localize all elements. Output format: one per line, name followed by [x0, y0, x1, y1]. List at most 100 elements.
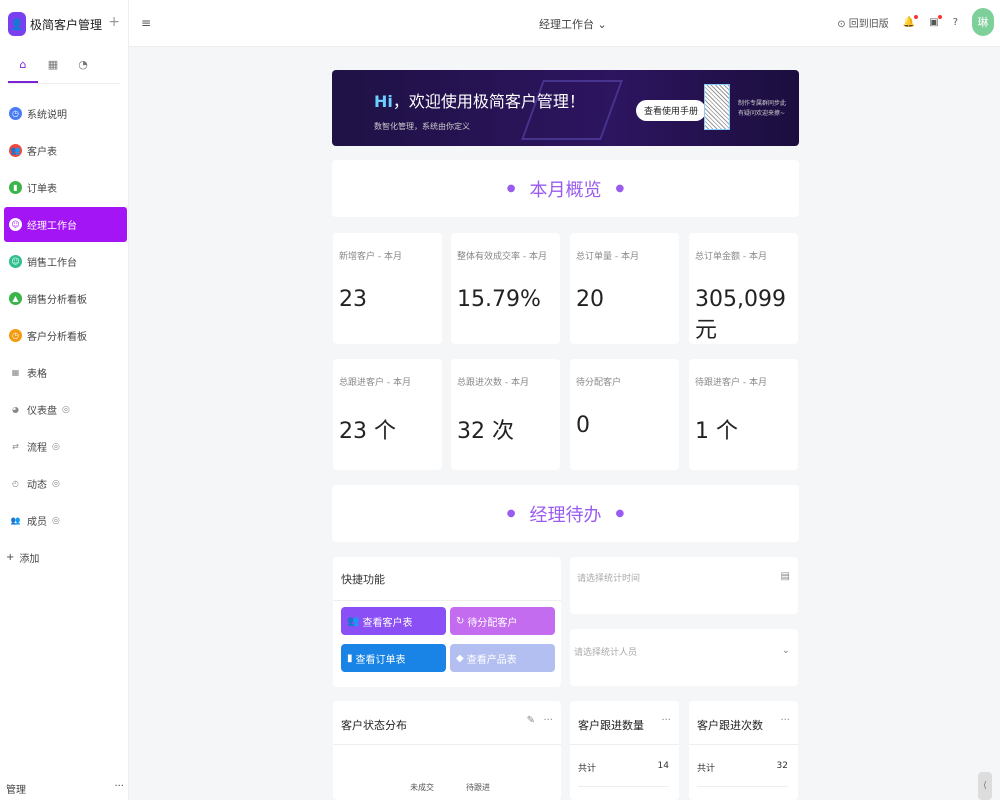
stat-label: 总跟进客户 - 本月 [339, 378, 411, 388]
sidebar: 👤 极简客户管理 + ⌂ ▦ ◔ ◷ 系统说明 👥 客户表 ▮ 订单表 ☺ 经理工作台 ☺ 销售工作… [0, 0, 129, 800]
stat-value: 23 [339, 287, 367, 312]
collapse-panel-button[interactable]: ⟨ [978, 772, 992, 800]
manage-label: 管理 [6, 785, 26, 796]
quick-action-icon: ▮ [347, 652, 353, 664]
app-logo: 👤 [8, 12, 26, 36]
inbox-icon[interactable]: ▣ [929, 14, 943, 28]
more-icon[interactable]: ··· [661, 715, 671, 726]
quick-action-button[interactable]: ↻ 待分配客户 [450, 607, 555, 635]
section-todo: ● 经理待办 ● [332, 485, 799, 542]
stat-value: 23 个 [339, 419, 396, 444]
bell-icon[interactable]: 🔔 [902, 14, 919, 28]
stat-card: 总订单量 - 本月 20 [570, 233, 679, 344]
stat-card: 新增客户 - 本月 23 [333, 233, 442, 344]
more-icon[interactable]: ··· [780, 715, 790, 726]
sidebar-item-label: 经理工作台 [27, 221, 77, 232]
sidebar-item-label: 销售分析看板 [27, 295, 87, 306]
smile-icon: ☺ [9, 255, 22, 268]
members-icon: 👥 [10, 516, 21, 525]
sidebar-item[interactable]: ☺ 经理工作台 [4, 207, 127, 242]
quick-action-icon: ◆ [456, 652, 464, 664]
quick-action-label: 待分配客户 [467, 617, 518, 629]
home-icon[interactable]: ⌂ [8, 58, 38, 83]
widget-title: 客户跟进次数 [697, 719, 763, 732]
banner-title: Hi，欢迎使用极简客户管理！ [374, 88, 585, 112]
edit-icon[interactable]: ✎ [526, 715, 535, 726]
old-version-label: 回到旧版 [848, 18, 889, 30]
quick-action-label: 查看订单表 [355, 654, 406, 666]
stat-card: 总订单金额 - 本月 305,099 元 [689, 233, 798, 344]
stat-card: 总跟进次数 - 本月 32 次 [451, 359, 560, 470]
page-title: 经理工作台 [539, 18, 594, 31]
calendar-icon[interactable]: ▤ [780, 571, 790, 582]
sidebar-item[interactable]: ⇄ 流程 ◎ [4, 429, 127, 464]
person-placeholder: 请选择统计人员 [574, 648, 638, 658]
stat-label: 新增客户 - 本月 [339, 252, 402, 262]
total-label: 共计 [697, 764, 716, 774]
widget-title: 客户状态分布 [341, 719, 407, 732]
stat-label: 待跟进客户 - 本月 [695, 378, 767, 388]
sidebar-item-label: 客户表 [27, 147, 57, 158]
stat-value: 1 个 [695, 419, 738, 444]
sidebar-item[interactable]: ◷ 系统说明 [4, 96, 127, 131]
quick-action-button[interactable]: ▮ 查看订单表 [341, 644, 446, 672]
sidebar-item-label: 客户分析看板 [27, 332, 87, 343]
hidden-icon: ◎ [52, 515, 60, 526]
follow-times-widget: 客户跟进次数 ··· 共计 32 [689, 701, 798, 800]
quick-action-button[interactable]: ◆ 查看产品表 [450, 644, 555, 672]
sidebar-item-label: 表格 [27, 369, 47, 380]
clock-icon: ◷ [9, 329, 22, 342]
stat-label: 整体有效成交率 - 本月 [457, 252, 547, 262]
sidebar-tabs: ⌂ ▦ ◔ [8, 58, 120, 84]
stat-label: 待分配客户 [576, 378, 622, 388]
stat-card: 总跟进客户 - 本月 23 个 [333, 359, 442, 470]
total-row: 共计 14 [578, 761, 669, 787]
app-brand[interactable]: 👤 极简客户管理 [8, 12, 102, 36]
sidebar-nav: ◷ 系统说明 👥 客户表 ▮ 订单表 ☺ 经理工作台 ☺ 销售工作台 ▲ 销售分析看板 ◷ 客户分析看板 ▦… [4, 96, 127, 577]
follow-count-widget: 客户跟进数量 ··· 共计 14 [570, 701, 679, 800]
menu-icon[interactable]: ≡ [141, 16, 152, 30]
qr-text-2: 有疑问欢迎来撩~ [738, 110, 786, 117]
quick-action-button[interactable]: 👥 查看客户表 [341, 607, 446, 635]
chart-label: 待跟进 [466, 783, 490, 792]
quick-action-label: 查看产品表 [466, 654, 517, 666]
more-icon[interactable]: ··· [543, 715, 553, 726]
sidebar-item[interactable]: ▮ 订单表 [4, 170, 127, 205]
old-version-link[interactable]: ⊙ 回到旧版 [837, 18, 889, 30]
sidebar-item-label: 流程 [27, 443, 47, 454]
add-item-button[interactable]: + 添加 [4, 540, 127, 575]
stat-value: 32 次 [457, 419, 514, 444]
sidebar-item[interactable]: 👥 成员 ◎ [4, 503, 127, 538]
stat-value: 0 [576, 413, 590, 438]
help-icon[interactable]: ? [952, 16, 958, 28]
stat-card: 待分配客户 0 [570, 359, 679, 470]
add-icon[interactable]: + [108, 14, 120, 30]
total-label: 共计 [578, 764, 597, 774]
sidebar-item[interactable]: ◕ 仪表盘 ◎ [4, 392, 127, 427]
sidebar-item[interactable]: ◴ 动态 ◎ [4, 466, 127, 501]
widget-title: 客户跟进数量 [578, 719, 644, 732]
sidebar-item[interactable]: ▦ 表格 [4, 355, 127, 390]
quick-actions-card: 快捷功能 👥 查看客户表 ↻ 待分配客户 ▮ 查看订单表 ◆ 查看产品表 [333, 557, 561, 687]
plus-icon: + [6, 552, 15, 563]
person-select[interactable]: 请选择统计人员 ⌄ [570, 629, 798, 686]
sidebar-item[interactable]: ▲ 销售分析看板 [4, 281, 127, 316]
more-icon[interactable]: ··· [114, 781, 124, 792]
app-name: 极简客户管理 [30, 17, 103, 32]
dashboard-icon[interactable]: ◔ [78, 58, 88, 71]
sidebar-item[interactable]: 👥 客户表 [4, 133, 127, 168]
manage-button[interactable]: 管理 ··· [6, 781, 124, 796]
qr-code [704, 84, 730, 130]
stat-card: 整体有效成交率 - 本月 15.79% [451, 233, 560, 344]
sidebar-item[interactable]: ◷ 客户分析看板 [4, 318, 127, 353]
sidebar-item-label: 销售工作台 [27, 258, 77, 269]
stat-value: 15.79% [457, 287, 541, 312]
time-picker[interactable]: 请选择统计时间 ▤ [570, 557, 798, 614]
manual-button[interactable]: 查看使用手册 [636, 100, 707, 121]
quick-actions-title: 快捷功能 [341, 573, 385, 586]
avatar[interactable]: 琳 [972, 8, 994, 36]
table-icon[interactable]: ▦ [47, 58, 59, 71]
sidebar-item[interactable]: ☺ 销售工作台 [4, 244, 127, 279]
page-title-dropdown[interactable]: 经理工作台 ⌄ [539, 18, 607, 31]
bag-icon: ▮ [9, 181, 22, 194]
